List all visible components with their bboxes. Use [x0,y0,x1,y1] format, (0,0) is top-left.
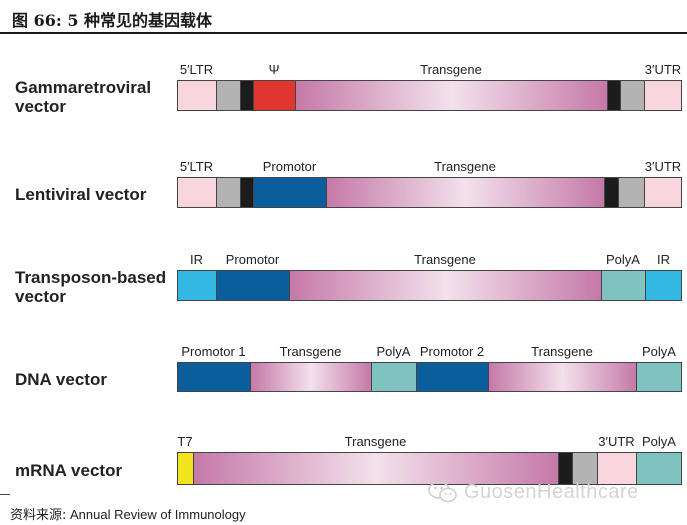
lentiviral-ltr-label-1: 5′LTR [179,159,214,174]
dna-polya-segment-6 [636,362,682,392]
vector-name-lentiviral: Lentiviral vector [15,185,147,204]
mrna-utr-segment-5 [597,452,636,485]
mrna-t7-label-1: T7 [177,434,193,449]
gammaretroviral-transgene-label-5: Transgene [420,62,482,77]
mrna-transgene-label-2: Transgene [344,434,407,449]
mrna-t7-segment-1 [177,452,193,485]
dna-promotor-label-4: Promotor 2 [419,344,485,359]
gammaretroviral-psi-segment-4 [253,80,295,111]
lentiviral-black-segment-3 [240,177,253,208]
source-text: Annual Review of Immunology [70,507,246,522]
watermark: GuosenHealthcare [428,480,639,504]
mrna-gray-segment-4 [572,452,597,485]
dna-polya-label-3: PolyA [376,344,411,359]
gammaretroviral-utr-segment-8 [644,80,682,111]
lentiviral-transgene-label-5: Transgene [434,159,496,174]
mrna-polya-segment-6 [636,452,682,485]
transposon-transgene-label-3: Transgene [414,252,476,267]
gammaretroviral-black-segment-3 [240,80,253,111]
mrna-transgene-segment-2 [193,452,558,485]
mrna-black-segment-3 [558,452,572,485]
figure-title: 图 66: 5 种常见的基因载体 [12,11,213,30]
gammaretroviral-ltr-segment-1 [177,80,216,111]
dna-promotor-segment-4 [416,362,488,392]
gammaretroviral-utr-label-8: 3′UTR [644,62,682,77]
vector-name-transposon-line-2: vector [15,287,67,306]
gammaretroviral-transgene-segment-5 [295,80,607,111]
transposon-ir-label-5: IR [657,252,670,267]
footer-rule [0,494,10,495]
transposon-ir-segment-5 [645,270,682,301]
lentiviral-gray-segment-2 [216,177,240,208]
lentiviral-transgene-segment-5 [326,177,604,208]
gammaretroviral-black-segment-6 [607,80,620,111]
watermark-text: GuosenHealthcare [464,480,639,503]
source-prefix: 资料来源: [10,508,67,523]
vector-name-mrna: mRNA vector [15,461,123,480]
transposon-promotor-label-2: Promotor [225,252,280,267]
dna-transgene-segment-2 [250,362,371,392]
dna-promotor-label-1: Promotor 1 [181,344,246,359]
transposon-ir-label-1: IR [190,252,203,267]
dna-promotor-segment-1 [177,362,250,392]
transposon-promotor-segment-2 [216,270,289,301]
wechat-icon [428,481,458,503]
dna-polya-label-6: PolyA [642,344,676,359]
dna-polya-segment-3 [371,362,416,392]
dna-transgene-label-5: Transgene [531,344,593,359]
mrna-utr-label-5: 3′UTR [598,434,635,449]
lentiviral-utr-segment-8 [644,177,682,208]
lentiviral-utr-label-8: 3′UTR [644,159,682,174]
lentiviral-promotor-segment-4 [253,177,326,208]
transposon-ir-segment-1 [177,270,216,301]
vector-name-gammaretroviral-line-1: Gammaretroviral [15,78,152,97]
vector-name-gammaretroviral-line-2: vector [15,97,67,116]
lentiviral-ltr-segment-1 [177,177,216,208]
lentiviral-black-segment-6 [604,177,618,208]
lentiviral-promotor-label-4: Promotor [262,159,317,174]
transposon-polya-label-4: PolyA [606,252,640,267]
gammaretroviral-psi-label-4: Ψ [268,62,280,77]
transposon-transgene-segment-3 [289,270,601,301]
lentiviral-gray-segment-7 [618,177,644,208]
gammaretroviral-gray-segment-7 [620,80,644,111]
vector-name-transposon-line-1: Transposon-based [15,268,167,287]
mrna-polya-label-6: PolyA [642,434,676,449]
vector-name-dna: DNA vector [15,370,107,389]
dna-transgene-segment-5 [488,362,636,392]
figure-title-bar: 图 66: 5 种常见的基因载体 [0,0,687,34]
transposon-polya-segment-4 [601,270,645,301]
source-note: 资料来源: Annual Review of Immunology [10,504,246,523]
gammaretroviral-gray-segment-2 [216,80,240,111]
dna-transgene-label-2: Transgene [279,344,342,359]
gammaretroviral-ltr-label-1: 5′LTR [179,62,214,77]
